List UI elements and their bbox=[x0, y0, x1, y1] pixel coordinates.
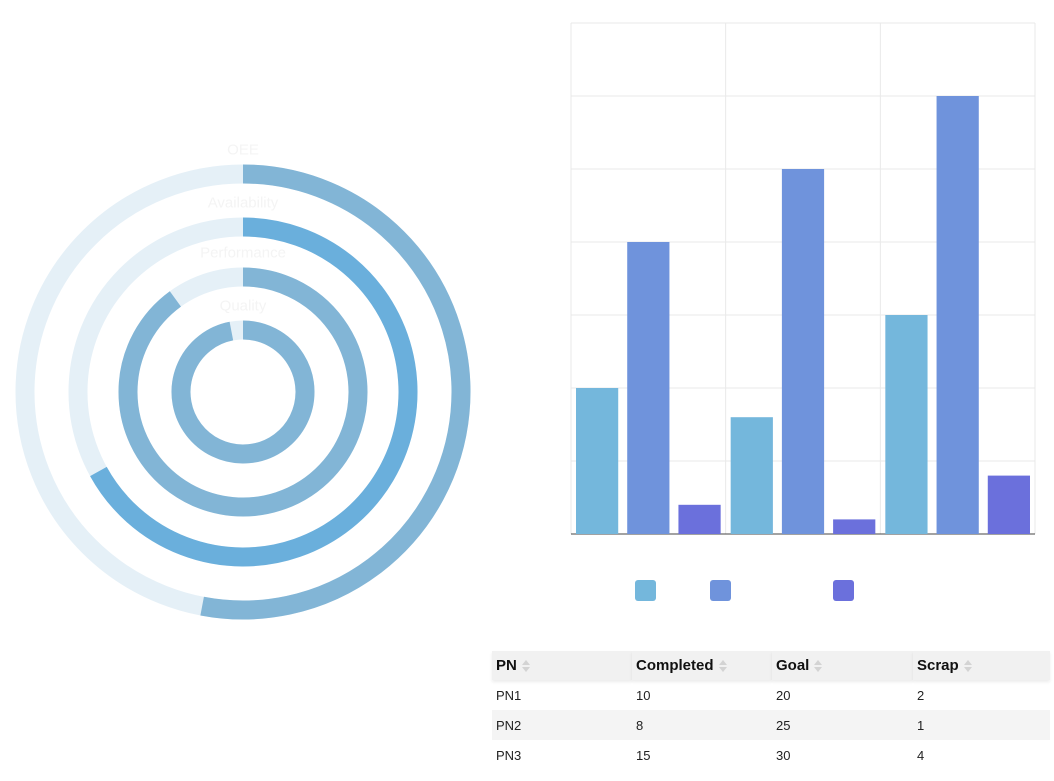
sort-icon[interactable] bbox=[521, 659, 531, 673]
legend-swatch-series-3[interactable] bbox=[833, 580, 854, 601]
ring-arc-oee bbox=[200, 164, 471, 620]
sort-icon[interactable] bbox=[813, 659, 823, 673]
column-header-completed[interactable]: Completed bbox=[632, 651, 772, 680]
bar-pn2-series-3[interactable] bbox=[833, 519, 876, 534]
table-cell: 30 bbox=[776, 747, 791, 763]
legend-swatch-series-1[interactable] bbox=[635, 580, 656, 601]
ring-label-oee: OEE bbox=[227, 142, 259, 159]
table-cell: 1 bbox=[913, 710, 1050, 740]
table-cell: PN2 bbox=[492, 710, 632, 740]
table-cell: 4 bbox=[917, 747, 925, 763]
table-row: PN2 8 25 1 bbox=[492, 710, 1050, 740]
bar-chart bbox=[570, 22, 1036, 601]
bar-pn1-series-1[interactable] bbox=[576, 388, 619, 534]
table-cell: 15 bbox=[636, 747, 651, 763]
sort-icon[interactable] bbox=[718, 659, 728, 673]
table-cell: 2 bbox=[917, 687, 925, 703]
ring-label-quality: Quality bbox=[220, 298, 267, 315]
table-cell: 10 bbox=[636, 687, 651, 703]
table-cell: 20 bbox=[776, 687, 791, 703]
ring-label-availability: Availability bbox=[208, 195, 279, 212]
table-cell: 8 bbox=[632, 710, 772, 740]
table-row: PN3 15 30 4 bbox=[492, 740, 1050, 770]
ring-arc-quality bbox=[171, 320, 315, 464]
ring-arc-availability bbox=[90, 217, 418, 567]
table-cell: PN3 bbox=[496, 747, 522, 763]
bar-pn1-series-3[interactable] bbox=[678, 504, 721, 534]
table-cell: PN1 bbox=[496, 687, 522, 703]
sort-icon[interactable] bbox=[963, 659, 973, 673]
ring-arc-performance bbox=[118, 267, 368, 517]
ring-label-performance: Performance bbox=[200, 245, 286, 262]
bar-pn3-series-2[interactable] bbox=[936, 96, 979, 534]
data-table: PN Completed Goal Scrap PN1 10 20 2 PN2 … bbox=[492, 651, 1050, 770]
bar-pn3-series-3[interactable] bbox=[987, 475, 1030, 534]
table-header-row: PN Completed Goal Scrap bbox=[492, 651, 1050, 680]
column-header-pn[interactable]: PN bbox=[492, 651, 632, 680]
bar-pn1-series-2[interactable] bbox=[627, 242, 670, 534]
column-header-scrap[interactable]: Scrap bbox=[913, 651, 1050, 680]
legend-swatch-series-2[interactable] bbox=[710, 580, 731, 601]
radial-progress-chart: OEE Availability Performance Quality bbox=[15, 142, 471, 620]
column-header-goal[interactable]: Goal bbox=[772, 651, 913, 680]
bar-pn3-series-1[interactable] bbox=[885, 315, 928, 534]
table-cell: 25 bbox=[772, 710, 913, 740]
table-row: PN1 10 20 2 bbox=[492, 680, 1050, 710]
bar-pn2-series-1[interactable] bbox=[730, 417, 773, 534]
bar-pn2-series-2[interactable] bbox=[781, 169, 825, 534]
